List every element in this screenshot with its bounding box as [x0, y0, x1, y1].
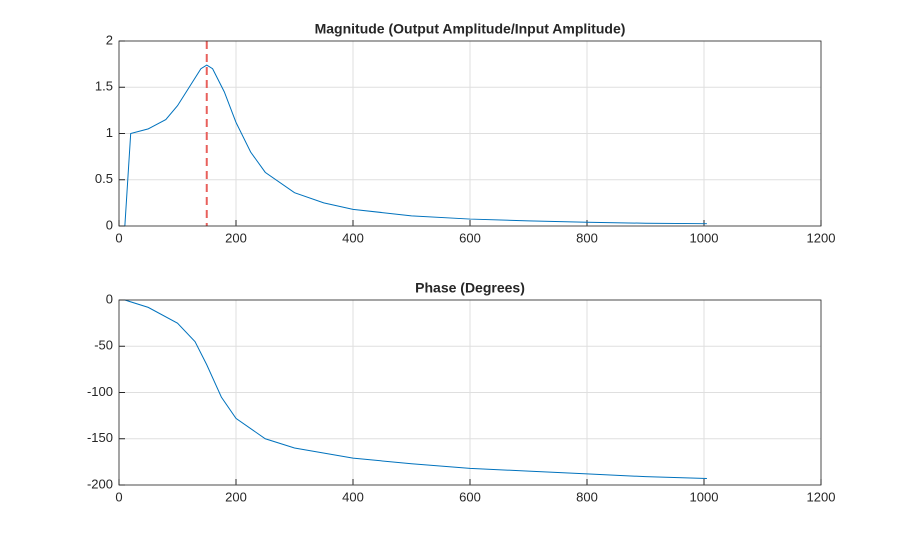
- axes-box: [118, 40, 822, 227]
- x-tick-label: 200: [225, 230, 247, 245]
- y-tick-label: 0: [106, 217, 113, 232]
- x-tick-label: 1000: [690, 230, 719, 245]
- y-tick-label: -50: [94, 338, 113, 353]
- y-tick-label: 0: [106, 291, 113, 306]
- y-tick-label: -150: [87, 430, 113, 445]
- x-tick-label: 800: [576, 489, 598, 504]
- x-tick-label: 400: [342, 489, 364, 504]
- y-tick-label: 2: [106, 32, 113, 47]
- chart-title: Phase (Degrees): [415, 280, 525, 296]
- y-tick-label: 1: [106, 125, 113, 140]
- x-tick-label: 1200: [807, 230, 836, 245]
- x-tick-label: 600: [459, 230, 481, 245]
- x-tick-label: 800: [576, 230, 598, 245]
- x-tick-label: 400: [342, 230, 364, 245]
- x-tick-label: 0: [115, 230, 122, 245]
- axes-box: [118, 299, 822, 486]
- x-tick-label: 200: [225, 489, 247, 504]
- x-tick-label: 0: [115, 489, 122, 504]
- y-tick-label: -200: [87, 476, 113, 491]
- data-line: [124, 64, 707, 227]
- x-tick-label: 1000: [690, 489, 719, 504]
- x-tick-label: 600: [459, 489, 481, 504]
- data-line: [124, 299, 707, 480]
- x-tick-label: 1200: [807, 489, 836, 504]
- chart-title: Magnitude (Output Amplitude/Input Amplit…: [315, 21, 626, 37]
- y-tick-label: -100: [87, 384, 113, 399]
- y-tick-label: 0.5: [95, 171, 113, 186]
- y-tick-label: 1.5: [95, 79, 113, 94]
